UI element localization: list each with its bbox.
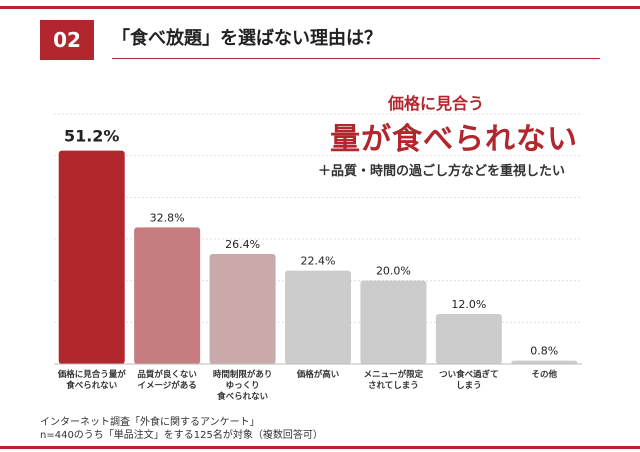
data-label: 32.8% (150, 211, 185, 224)
category-label: ゆっくり (226, 381, 260, 391)
category-label: 価格に見合う量が (57, 369, 127, 380)
bar (58, 150, 125, 364)
data-label: 26.4% (225, 238, 260, 251)
bar (209, 254, 276, 364)
data-label: 20.0% (376, 265, 411, 278)
headline-line-3: ＋品質・時間の過ごし方などを重視したい (318, 164, 566, 179)
bar (285, 270, 351, 364)
bar (511, 360, 578, 364)
category-label: 食べられない (66, 380, 117, 391)
category-label: 価格が高い (296, 369, 340, 380)
footnote-survey: インターネット調査「外食に関するアンケート」 (40, 417, 260, 428)
category-label: 時間制限があり (213, 369, 273, 380)
category-label: その他 (532, 369, 558, 380)
category-label: 品質が良くない (137, 369, 197, 380)
data-label: 0.8% (530, 345, 558, 358)
headline-line-2: 量が食べられない (330, 122, 578, 157)
category-label: イメージがある (137, 380, 196, 391)
category-label: されてしまう (368, 381, 419, 391)
data-label: 12.0% (451, 298, 486, 311)
top-rule (0, 6, 640, 9)
page-title: 「食べ放題」を選ばない理由は？ (112, 28, 382, 49)
headline-line-1: 価格に見合う (388, 94, 485, 113)
category-label: つい食べ過ぎて (439, 369, 499, 380)
data-label: 22.4% (301, 255, 336, 268)
bar (134, 227, 201, 364)
bottom-rule (0, 446, 640, 449)
title-underline (112, 58, 600, 59)
category-label: 食べられない (217, 391, 268, 402)
bar (435, 314, 502, 364)
category-label: メニューが限定 (364, 369, 424, 380)
category-label: しまう (456, 381, 482, 391)
section-number-badge: 02 (40, 20, 94, 60)
footnote-sample: n=440のうち「単品注文」をする125名が対象（複数回答可） (40, 430, 323, 441)
data-label: 51.2% (64, 127, 120, 146)
bar (360, 280, 427, 364)
